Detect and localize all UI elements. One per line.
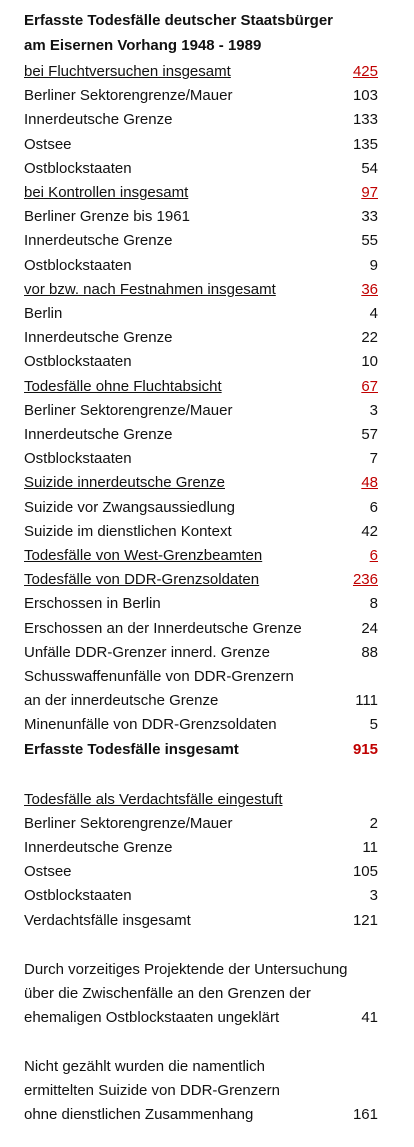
row-value: 7 — [369, 450, 378, 468]
row-value: 9 — [369, 256, 378, 274]
row-value: 5 — [369, 716, 378, 734]
title: Erfasste Todesfälle deutscher Staatsbürg… — [24, 12, 333, 29]
row-label: Innerdeutsche Grenze — [24, 839, 173, 857]
row-value: 3 — [369, 887, 378, 905]
row-label: Ostblockstaaten — [24, 887, 132, 905]
row-label: Innerdeutsche Grenze — [24, 426, 173, 443]
row-label: Berliner Sektorengrenze/Mauer — [24, 401, 233, 419]
row-label: Berlin — [24, 305, 63, 322]
group-value: 97 — [361, 184, 378, 201]
total-label: Erfasste Todesfälle insgesamt — [24, 740, 239, 758]
row-label: Innerdeutsche Grenze — [24, 111, 173, 129]
row-label: Ostblockstaaten — [24, 256, 132, 274]
row-value: 105 — [352, 863, 378, 881]
group-header: Todesfälle von DDR-Grenzsoldaten — [24, 571, 260, 589]
group-value: 67 — [361, 377, 378, 395]
row-value: 8 — [369, 595, 378, 613]
row-value: 22 — [361, 329, 378, 347]
group-header: Suizide innerdeutsche Grenze — [24, 474, 225, 492]
row-label: Berliner Sektorengrenze/Mauer — [24, 87, 233, 105]
row-label: Suizide vor Zwangsaussiedlung — [24, 498, 235, 516]
group-value: 425 — [352, 63, 378, 80]
row-label: Erschossen an der Innerdeutsche Grenze — [24, 619, 302, 637]
note-line: Durch vorzeitiges Projektende der Unters… — [24, 960, 348, 978]
note-value: 161 — [352, 1106, 378, 1124]
row-label: Ostsee — [24, 135, 72, 153]
row-value: 6 — [369, 498, 378, 516]
row-value: 103 — [352, 87, 378, 105]
row-label: Innerdeutsche Grenze — [24, 329, 173, 347]
group-header: bei Fluchtversuchen insgesamt — [24, 63, 231, 80]
row-value: 42 — [361, 522, 378, 540]
row-label: Ostblockstaaten — [24, 159, 132, 177]
row-value: 57 — [361, 426, 378, 443]
row-label: Minenunfälle von DDR-Grenzsoldaten — [24, 716, 277, 734]
note-line: ermittelten Suizide von DDR-Grenzern — [24, 1082, 280, 1100]
row-value: 24 — [361, 619, 378, 637]
row-label: Verdachtsfälle insgesamt — [24, 911, 191, 929]
total-value: 915 — [352, 740, 378, 758]
row-value: 33 — [361, 208, 378, 226]
group-header: Todesfälle ohne Fluchtabsicht — [24, 377, 222, 395]
note-value: 41 — [361, 1008, 378, 1026]
row-value: 11 — [362, 839, 378, 857]
row-value: 4 — [369, 305, 378, 322]
row-label: Ostblockstaaten — [24, 450, 132, 468]
row-value: 2 — [369, 814, 378, 832]
row-value: 54 — [361, 159, 378, 177]
row-label: Schusswaffenunfälle von DDR-Grenzern — [24, 668, 294, 685]
group-header: Todesfälle von West-Grenzbeamten — [24, 547, 263, 564]
row-label: Ostsee — [24, 863, 72, 881]
row-label: Berliner Grenze bis 1961 — [24, 208, 190, 226]
group-value: 48 — [361, 474, 378, 492]
row-value: 3 — [369, 401, 378, 419]
row-label: Berliner Sektorengrenze/Mauer — [24, 814, 233, 832]
note-line: über die Zwischenfälle an den Grenzen de… — [24, 984, 311, 1002]
note-line: ohne dienstlichen Zusammenhang — [24, 1106, 254, 1124]
row-value: 88 — [361, 643, 378, 661]
group-value: 36 — [361, 280, 378, 298]
row-value: 133 — [352, 111, 378, 129]
group-value: 6 — [369, 547, 378, 564]
group-value: 236 — [352, 571, 378, 589]
suspected-header: Todesfälle als Verdachtsfälle eingestuft — [24, 790, 283, 808]
note-line: Nicht gezählt wurden die namentlich — [24, 1057, 265, 1075]
row-value: 10 — [361, 353, 378, 371]
row-label: Innerdeutsche Grenze — [24, 232, 173, 250]
row-value: 121 — [352, 911, 378, 929]
row-label: Suizide im dienstlichen Kontext — [24, 522, 232, 540]
row-value: 111 — [355, 692, 378, 710]
row-label: an der innerdeutsche Grenze — [24, 692, 219, 710]
row-value: 135 — [352, 135, 378, 153]
row-label: Unfälle DDR-Grenzer innerd. Grenze — [24, 643, 270, 661]
group-header: vor bzw. nach Festnahmen insgesamt — [24, 280, 276, 298]
row-value: 55 — [361, 232, 378, 250]
row-label: Ostblockstaaten — [24, 353, 132, 371]
group-header: bei Kontrollen insgesamt — [24, 184, 189, 201]
row-label: Erschossen in Berlin — [24, 595, 161, 613]
title: am Eisernen Vorhang 1948 - 1989 — [24, 37, 262, 54]
note-line: ehemaligen Ostblockstaaten ungeklärt — [24, 1008, 280, 1026]
